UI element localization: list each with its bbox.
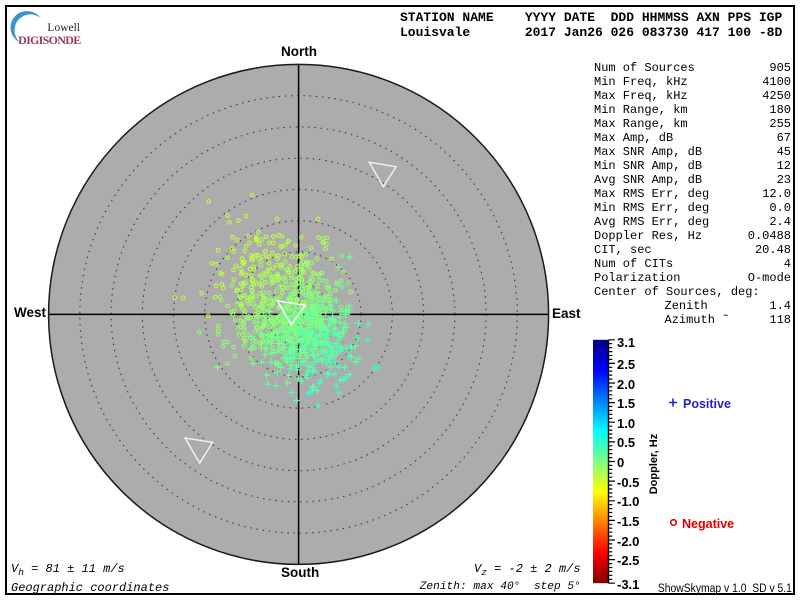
svg-text:Doppler, Hz: Doppler, Hz — [648, 433, 660, 494]
